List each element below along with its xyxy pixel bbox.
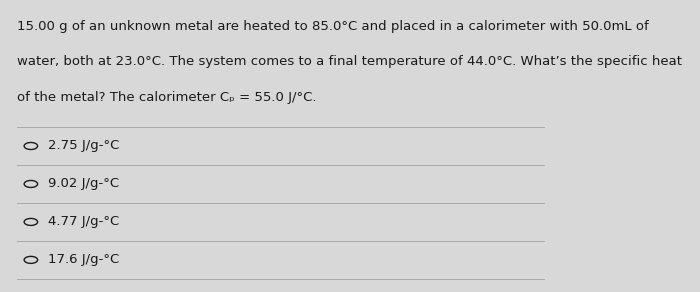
Text: 4.77 J/g-°C: 4.77 J/g-°C xyxy=(48,215,119,228)
Text: of the metal? The calorimeter Cₚ = 55.0 J/°C.: of the metal? The calorimeter Cₚ = 55.0 … xyxy=(17,91,316,104)
Text: water, both at 23.0°C. The system comes to a final temperature of 44.0°C. What’s: water, both at 23.0°C. The system comes … xyxy=(17,55,682,69)
Text: 2.75 J/g-°C: 2.75 J/g-°C xyxy=(48,140,119,152)
Text: 9.02 J/g-°C: 9.02 J/g-°C xyxy=(48,178,119,190)
Text: 17.6 J/g-°C: 17.6 J/g-°C xyxy=(48,253,119,266)
Text: 15.00 g of an unknown metal are heated to 85.0°C and placed in a calorimeter wit: 15.00 g of an unknown metal are heated t… xyxy=(17,20,649,34)
